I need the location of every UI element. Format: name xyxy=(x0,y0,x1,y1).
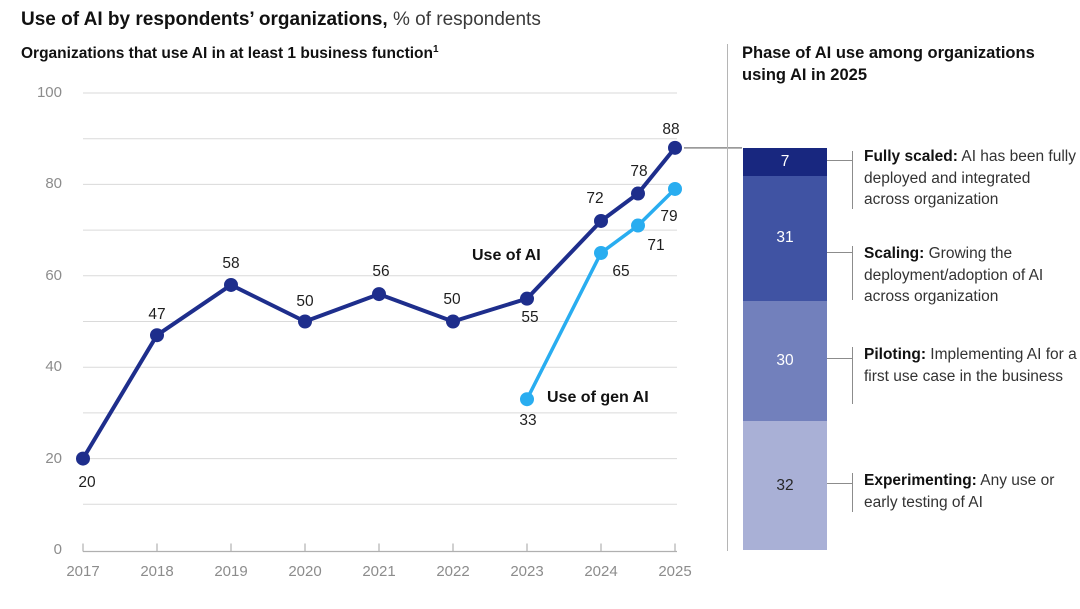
data-label-use-of-gen-ai-2024.5: 71 xyxy=(647,236,665,254)
point-use-of-ai-2017 xyxy=(76,451,90,466)
data-label-use-of-ai-2024: 72 xyxy=(586,189,604,207)
y-tick-label-80: 80 xyxy=(45,175,62,193)
panel-divider xyxy=(727,44,728,551)
x-tick-label-2018: 2018 xyxy=(140,563,174,580)
bar-segment-piloting: 30 xyxy=(743,300,827,422)
callout-line-scaling xyxy=(852,246,853,300)
x-tick-label-2017: 2017 xyxy=(66,563,100,580)
x-tick-label-2024: 2024 xyxy=(584,563,618,580)
point-use-of-ai-2018 xyxy=(150,328,164,343)
x-tick-label-2022: 2022 xyxy=(436,563,470,580)
footnote-marker: 1 xyxy=(432,44,439,55)
data-label-use-of-ai-2021: 56 xyxy=(372,263,390,281)
panel-header: Phase of AI use among organizations usin… xyxy=(742,44,1035,84)
callout-line-experimenting xyxy=(852,473,853,512)
y-tick-label-100: 100 xyxy=(36,84,62,101)
data-label-use-of-gen-ai-2023: 33 xyxy=(519,412,537,430)
callout-tick-fully-scaled xyxy=(827,160,852,161)
callout-tick-scaling xyxy=(827,252,852,253)
page-title-bold: Use of AI by respondents’ organizations, xyxy=(21,9,388,30)
data-label-use-of-ai-2020: 50 xyxy=(296,292,314,310)
point-use-of-gen-ai-2025 xyxy=(668,181,682,196)
bar-segment-experimenting: 32 xyxy=(743,421,827,550)
y-tick-label-0: 0 xyxy=(53,541,62,558)
callout-text-piloting: Piloting: Implementing AI for a first us… xyxy=(864,346,1077,385)
point-use-of-ai-2024 xyxy=(594,213,608,228)
x-tick-label-2019: 2019 xyxy=(214,563,248,580)
series-label-use-of-ai: Use of AI xyxy=(472,247,541,264)
point-use-of-gen-ai-2024.5 xyxy=(631,218,645,233)
y-tick-label-60: 60 xyxy=(45,266,62,284)
data-label-use-of-ai-2025: 88 xyxy=(662,120,680,138)
data-label-use-of-ai-2017: 20 xyxy=(78,473,96,491)
data-label-use-of-ai-2024.5: 78 xyxy=(630,162,648,180)
point-use-of-ai-2025 xyxy=(668,140,682,155)
data-label-use-of-gen-ai-2025: 79 xyxy=(660,207,678,225)
data-label-use-of-ai-2019: 58 xyxy=(222,254,240,272)
stacked-bar: 7 31 30 32 xyxy=(743,148,827,550)
callout-text-scaling: Scaling: Growing the deployment/adoption… xyxy=(864,245,1044,305)
callout-text-experimenting: Experimenting: Any use or early testing … xyxy=(864,472,1055,511)
bar-segment-scaling: 31 xyxy=(743,176,827,301)
callout-term-fully-scaled: Fully scaled: xyxy=(864,148,958,165)
bar-segment-value: 7 xyxy=(780,153,790,171)
data-label-use-of-ai-2022: 50 xyxy=(443,290,461,308)
callout-tick-experimenting xyxy=(827,483,852,484)
point-use-of-ai-2021 xyxy=(372,287,386,302)
x-tick-label-2021: 2021 xyxy=(362,563,396,580)
data-label-use-of-gen-ai-2024: 65 xyxy=(612,262,630,280)
point-use-of-gen-ai-2023 xyxy=(520,392,534,407)
x-tick-label-2023: 2023 xyxy=(510,563,544,580)
callout-tick-piloting xyxy=(827,358,852,359)
callout-text-fully-scaled: Fully scaled: AI has been fully deployed… xyxy=(864,148,1076,208)
x-tick-label-2025: 2025 xyxy=(658,563,692,580)
bar-segment-value: 32 xyxy=(776,476,794,494)
line-use-of-gen-ai xyxy=(525,187,677,401)
data-label-use-of-ai-2018: 47 xyxy=(148,306,166,324)
chart-subtitle: Organizations that use AI in at least 1 … xyxy=(21,44,439,63)
callout-term-scaling: Scaling: xyxy=(864,245,925,262)
data-label-use-of-ai-2023: 55 xyxy=(521,308,539,326)
page-title: Use of AI by respondents’ organizations,… xyxy=(21,9,541,31)
point-use-of-gen-ai-2024 xyxy=(594,245,608,260)
line-use-of-ai xyxy=(81,145,677,461)
bar-segment-fully-scaled: 7 xyxy=(743,148,827,177)
callout-term-experimenting: Experimenting: xyxy=(864,472,977,489)
point-use-of-ai-2022 xyxy=(446,314,460,329)
bar-segment-value: 31 xyxy=(776,229,794,247)
callout-line-fully-scaled xyxy=(852,151,853,209)
x-tick-label-2020: 2020 xyxy=(288,563,322,580)
y-tick-label-20: 20 xyxy=(45,449,62,467)
point-use-of-ai-2023 xyxy=(520,291,534,306)
series-label-use-of-gen-ai: Use of gen AI xyxy=(547,389,649,406)
bar-segment-value: 30 xyxy=(776,352,794,370)
point-use-of-ai-2020 xyxy=(298,314,312,329)
point-use-of-ai-2019 xyxy=(224,277,238,292)
point-use-of-ai-2024.5 xyxy=(631,186,645,201)
callout-line-piloting xyxy=(852,347,853,404)
y-tick-label-40: 40 xyxy=(45,358,62,376)
page-title-unit: % of respondents xyxy=(392,9,541,30)
callout-term-piloting: Piloting: xyxy=(864,346,926,363)
